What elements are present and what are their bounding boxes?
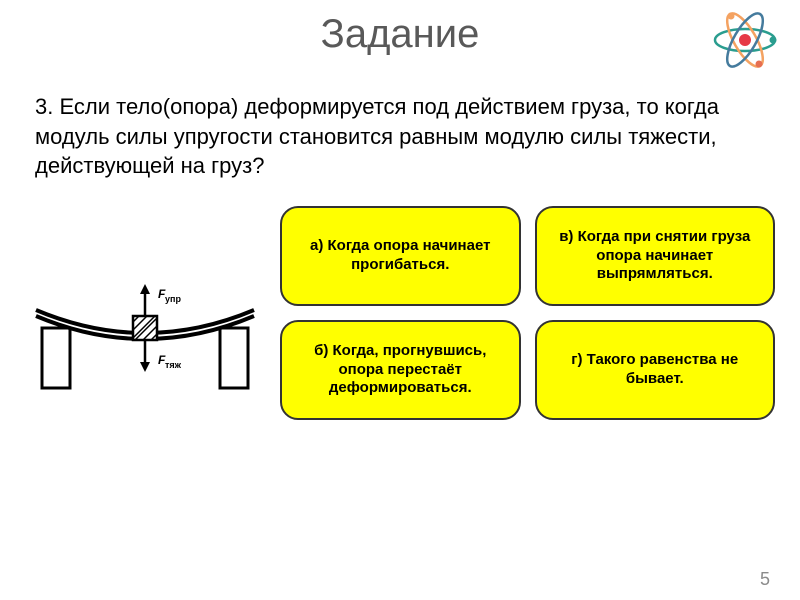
content-row: F упр F тяж а) Когда опора начинает прог…: [0, 181, 800, 420]
option-g[interactable]: г) Такого равенства не бывает.: [535, 320, 776, 420]
physics-diagram: F упр F тяж: [25, 206, 265, 420]
page-number: 5: [760, 569, 770, 590]
force-down-sub: тяж: [165, 360, 182, 370]
atom-icon: [710, 5, 780, 75]
force-up-sub: упр: [165, 294, 181, 304]
options-grid: а) Когда опора начинает прогибаться. в) …: [280, 206, 775, 420]
page-title: Задание: [0, 0, 800, 57]
question-text: 3. Если тело(опора) деформируется под де…: [0, 57, 800, 181]
option-a[interactable]: а) Когда опора начинает прогибаться.: [280, 206, 521, 306]
option-v[interactable]: в) Когда при снятии груза опора начинает…: [535, 206, 776, 306]
option-b[interactable]: б) Когда, прогнувшись, опора перестаёт д…: [280, 320, 521, 420]
